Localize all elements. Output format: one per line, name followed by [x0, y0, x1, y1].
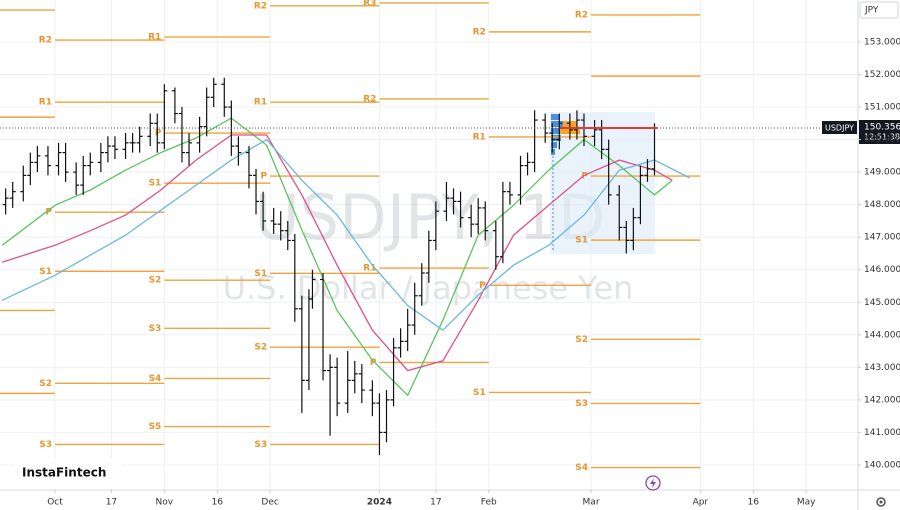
lightning-icon[interactable]: [645, 475, 661, 491]
brand: InstaFintech: [14, 458, 122, 488]
profile-bar: [551, 121, 565, 127]
profile-bar: [551, 135, 561, 141]
y-tick-label: 145.000: [864, 298, 900, 308]
y-tick-label: 150.000: [864, 135, 900, 145]
x-tick-label: 17: [106, 498, 117, 508]
x-tick-label: May: [797, 498, 816, 508]
pivot-label: P: [261, 172, 268, 182]
x-tick-label: Oct: [47, 498, 63, 508]
x-tick-label: 16: [212, 498, 224, 508]
symbol-tag-text: USDJPY: [825, 123, 854, 132]
pivot-label: P: [45, 208, 52, 218]
bars: [2, 77, 658, 456]
x-tick-label: 16: [748, 498, 760, 508]
y-tick-label: 151.000: [864, 103, 900, 113]
x-tick-label: Nov: [156, 498, 174, 508]
x-tick-label: Feb: [481, 498, 497, 508]
gear-center[interactable]: [879, 500, 883, 504]
pivot-label: R2: [575, 10, 588, 20]
pivot-label: R1: [148, 33, 161, 43]
profile-bar: [551, 142, 557, 148]
pivots: R2 R1 P S1 S2 S3 R1 P S1 S2 S3 S4 S5 R2 R1 P S1 S2 S3 R3 R2 R…: [0, 0, 701, 473]
y-tick-label: 140.000: [864, 460, 900, 470]
y-tick-label: 153.000: [864, 37, 900, 47]
y-tick-label: 147.000: [864, 233, 900, 243]
icon-bolt[interactable]: [650, 478, 656, 488]
y-tick-label: 148.000: [864, 200, 900, 210]
pivot-label: S4: [575, 463, 588, 473]
overlays: [1, 117, 691, 397]
pivot-label: R2: [473, 27, 486, 37]
symbol-tag: [822, 120, 857, 134]
y-tick-label: 142.000: [864, 395, 900, 405]
axes: 140.000 141.000 142.000 143.000 144.000 145.0…: [47, 37, 900, 507]
pivot-label: P: [155, 129, 162, 139]
x-tick-label: 17: [430, 498, 441, 508]
settings-icon[interactable]: [876, 497, 886, 507]
pivot-label: R1: [363, 264, 376, 274]
brand-name: InstaFintech: [22, 466, 106, 480]
moving-average: [1, 138, 691, 332]
moving-average: [1, 117, 673, 397]
profile-area: [550, 112, 655, 254]
currency-select[interactable]: JPY: [859, 1, 899, 19]
y-tick-label: 143.000: [864, 363, 900, 373]
y-tick-label: 144.000: [864, 330, 900, 340]
pivot-label: S1: [575, 236, 588, 246]
pivot-label: S2: [39, 379, 52, 389]
pivot-label: S1: [254, 269, 267, 279]
pivot-label: S5: [149, 422, 162, 432]
pivot-label: S3: [39, 440, 52, 450]
currency[interactable]: JPY: [864, 6, 879, 16]
profile-bar: [551, 114, 559, 120]
y-tick-label: 141.000: [864, 428, 900, 438]
moving-average: [1, 134, 673, 372]
x-tick-label: Dec: [261, 498, 278, 508]
pivot-label: S1: [39, 267, 52, 277]
pivot-label: S1: [473, 388, 486, 398]
pivot-label: R1: [473, 132, 486, 142]
pivot-label: R1: [39, 98, 52, 108]
y-tick-label: 149.000: [864, 168, 900, 178]
pivot-label: R2: [254, 1, 267, 11]
pivot-label: S1: [149, 179, 162, 189]
pivot-label: R2: [39, 36, 52, 46]
profile-bar: [551, 128, 563, 134]
watermark-subtitle: U.S. Dollar / Japanese Yen: [223, 269, 634, 307]
price-tag-countdown: 12:51:38: [864, 132, 900, 141]
y-tick-label: 146.000: [864, 265, 900, 275]
currency-box[interactable]: [859, 1, 899, 19]
pivot-label: P: [581, 172, 588, 182]
price-tag-value: 150.356: [864, 122, 900, 132]
price-tag: [859, 119, 900, 144]
pivot-label: S3: [149, 324, 162, 334]
pivot-label: S3: [254, 440, 267, 450]
pivot-label: R2: [363, 94, 376, 104]
pivot-label: R1: [254, 98, 267, 108]
gear[interactable]: [876, 497, 886, 507]
grid: [0, 0, 858, 490]
x-tick-label: Mar: [583, 498, 600, 508]
pivot-label: R3: [363, 0, 376, 8]
brand-box: [14, 458, 122, 488]
pivot-label: S2: [575, 335, 588, 345]
pivot-label: S2: [254, 343, 267, 353]
x-tick-label: Apr: [693, 498, 709, 508]
profile-bar: [551, 149, 555, 155]
pivot-label: P: [370, 358, 377, 368]
pivot-label: S2: [149, 276, 162, 286]
pivot-label: S3: [575, 399, 588, 409]
x-tick-label: 2024: [367, 498, 392, 508]
pivot-label: P: [479, 281, 486, 291]
y-tick-label: 152.000: [864, 70, 900, 80]
pivot-label: S4: [149, 374, 162, 384]
